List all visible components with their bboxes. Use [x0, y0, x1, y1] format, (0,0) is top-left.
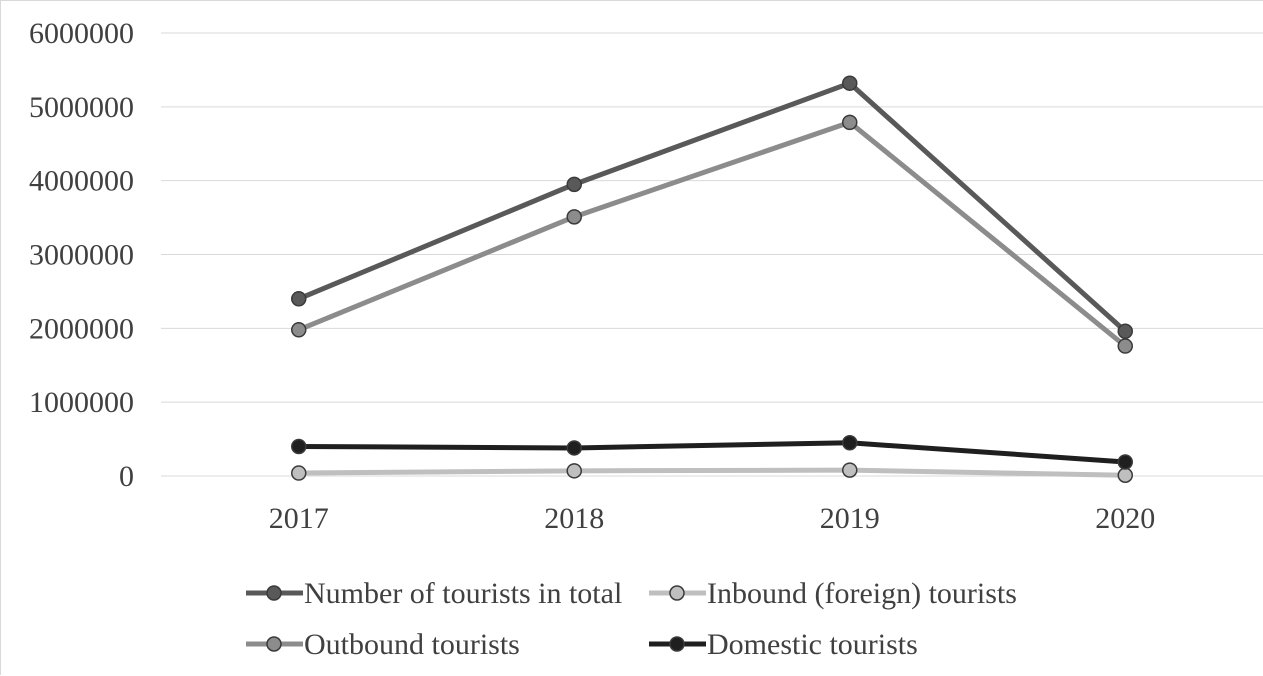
- y-tick-label: 1000000: [29, 386, 134, 419]
- y-tick-label: 3000000: [29, 239, 134, 272]
- legend: Number of tourists in total Inbound (fore…: [246, 577, 1017, 661]
- y-tick-label: 2000000: [29, 312, 134, 345]
- legend-label: Domestic tourists: [707, 628, 918, 661]
- data-point: [842, 435, 858, 451]
- y-axis: 0 1000000 2000000 3000000 4000000 5000000 6000…: [29, 17, 134, 493]
- data-point: [566, 209, 582, 225]
- data-point: [1117, 338, 1133, 354]
- data-point: [842, 75, 858, 91]
- data-point: [291, 465, 307, 481]
- x-tick-label: 2019: [820, 502, 880, 535]
- x-tick-label: 2018: [544, 502, 604, 535]
- data-point: [842, 114, 858, 131]
- legend-entry: Domestic tourists: [649, 628, 918, 661]
- data-point: [842, 462, 858, 478]
- legend-entry: Number of tourists in total: [246, 577, 622, 610]
- y-tick-label: 0: [119, 460, 134, 493]
- series-0: [291, 75, 1133, 340]
- data-point: [566, 176, 582, 193]
- series-line: [297, 80, 1127, 334]
- series-1: [291, 462, 1133, 484]
- series-line: [297, 119, 1127, 348]
- data-point: [291, 291, 307, 307]
- series-layer: [291, 75, 1133, 484]
- data-point: [1117, 454, 1133, 470]
- x-tick-label: 2020: [1095, 502, 1155, 535]
- legend-label: Outbound tourists: [304, 628, 520, 661]
- legend-swatch-marker: [266, 636, 282, 652]
- series-line: [298, 440, 1126, 465]
- data-point: [566, 440, 582, 456]
- x-axis: 2017 2018 2019 2020: [269, 502, 1156, 535]
- data-point: [566, 463, 582, 479]
- legend-entry: Inbound (foreign) tourists: [649, 577, 1017, 610]
- data-point: [291, 322, 307, 338]
- legend-swatch-marker: [669, 636, 685, 652]
- legend-swatch-marker: [669, 585, 685, 601]
- gridlines: [161, 32, 1263, 477]
- series-line: [298, 467, 1126, 478]
- y-tick-label: 6000000: [29, 17, 134, 50]
- y-tick-label: 5000000: [29, 91, 134, 124]
- series-3: [291, 435, 1133, 470]
- legend-label: Number of tourists in total: [304, 577, 622, 610]
- data-point: [1117, 323, 1133, 340]
- data-point: [291, 438, 307, 455]
- legend-label: Inbound (foreign) tourists: [707, 577, 1017, 610]
- legend-swatch-marker: [266, 585, 282, 601]
- x-tick-label: 2017: [269, 502, 329, 535]
- data-point: [1117, 467, 1133, 484]
- series-2: [291, 114, 1133, 354]
- legend-entry: Outbound tourists: [246, 628, 520, 661]
- y-tick-label: 4000000: [29, 165, 134, 198]
